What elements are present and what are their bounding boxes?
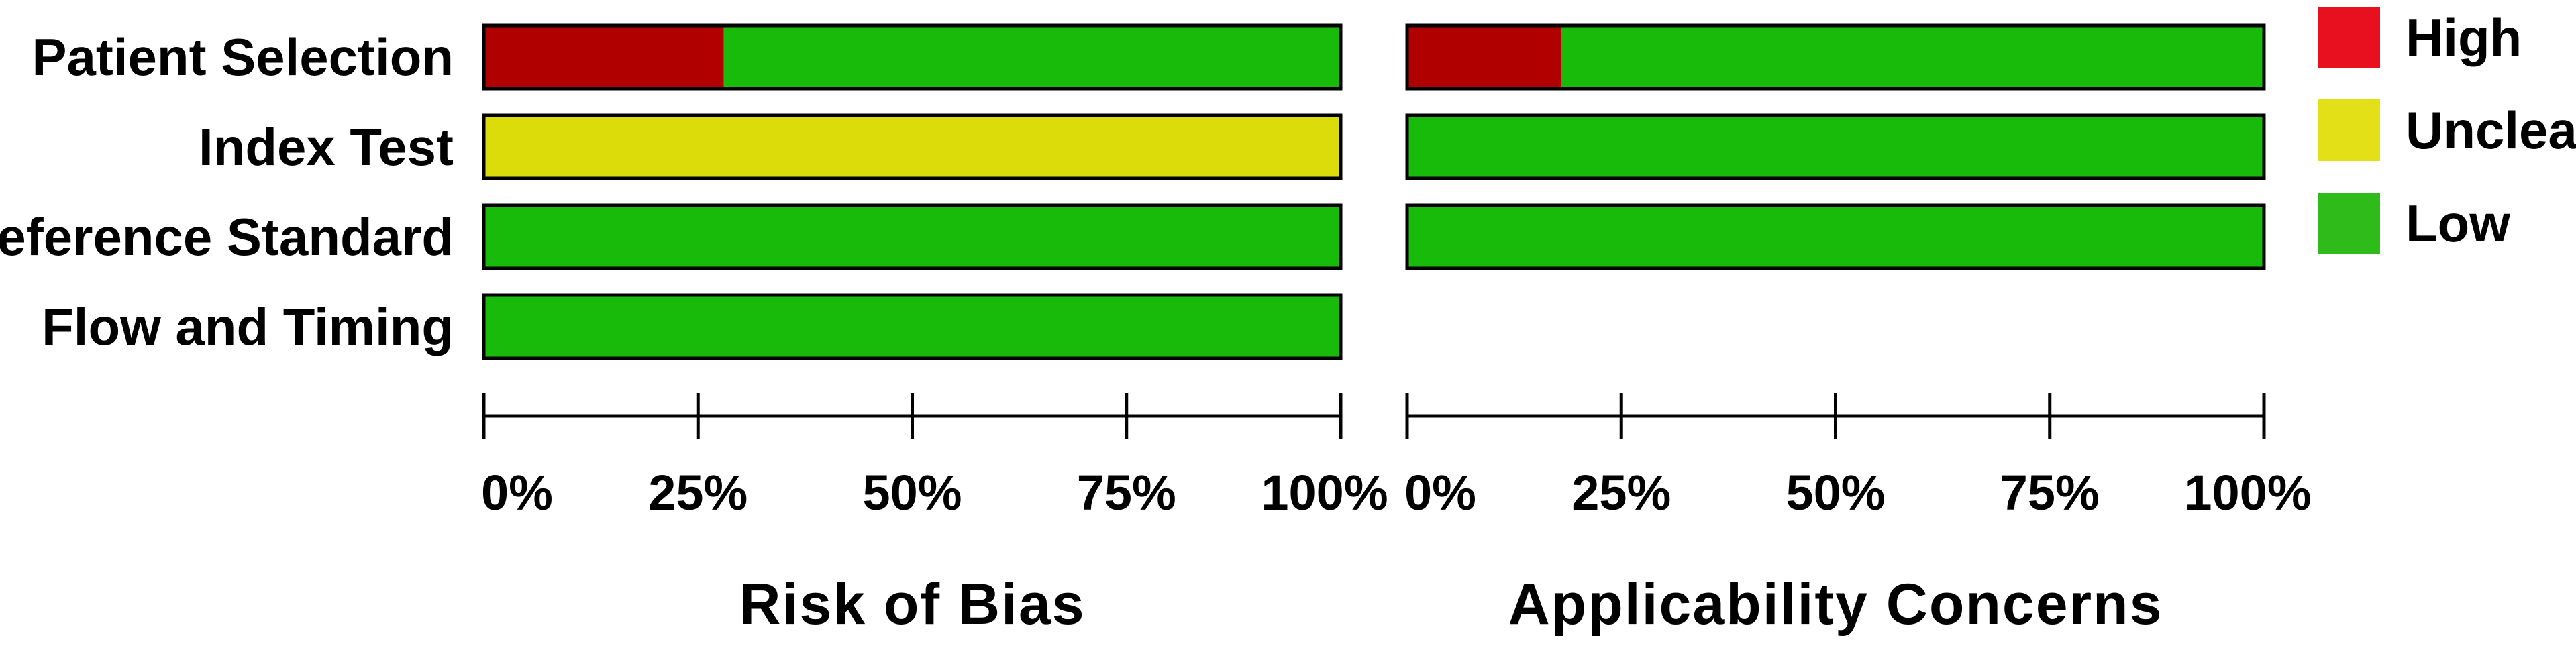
bar-segment-risk-of-bias-index-test-unclear [484,115,1341,178]
axes: 0% 25% 50% 75% 100% 0% 25% 50% 75% 100% [481,393,2312,521]
legend: High Unclear Low [2318,7,2576,254]
x-tick-label-risk-of-bias-4: 100% [1261,465,1388,521]
x-tick-label-risk-of-bias-1: 25% [648,465,748,521]
legend-swatch-low [2318,193,2380,254]
bars [482,23,2266,360]
x-tick-label-applicability-concerns-0: 0% [1404,465,1476,521]
legend-label-low: Low [2406,194,2510,253]
legend-label-high: High [2406,8,2522,67]
category-labels: Patient Selection Index Test Reference Sta… [0,28,454,356]
x-tick-label-applicability-concerns-1: 25% [1572,465,1671,521]
legend-swatch-high [2318,7,2380,68]
bar-segment-applicability-concerns-reference-standard-low [1407,205,2264,268]
bar-segment-risk-of-bias-flow-and-timing-low [484,295,1341,358]
x-tick-label-risk-of-bias-2: 50% [862,465,962,521]
bar-segment-risk-of-bias-patient-selection-high [484,25,724,89]
category-label-index-test: Index Test [199,117,454,176]
bar-outline-risk-of-bias-flow-and-timing [482,293,1343,360]
x-tick-label-risk-of-bias-3: 75% [1077,465,1176,521]
panel-titles: Risk of Bias Applicability Concerns [739,572,2163,637]
legend-label-unclear: Unclear [2406,101,2576,160]
bar-outline-applicability-concerns-index-test [1405,113,2266,180]
x-tick-label-applicability-concerns-3: 75% [2000,465,2100,521]
panel-title-applicability-concerns: Applicability Concerns [1508,572,2163,637]
bar-segment-applicability-concerns-patient-selection-high [1407,25,1561,89]
legend-swatch-unclear [2318,99,2380,161]
x-tick-label-applicability-concerns-2: 50% [1786,465,1885,521]
bar-segment-risk-of-bias-patient-selection-low [723,25,1341,89]
bar-outline-applicability-concerns-reference-standard [1405,203,2266,270]
category-label-reference-standard: Reference Standard [0,207,454,266]
bar-outline-risk-of-bias-patient-selection [482,23,1343,91]
bar-outline-risk-of-bias-index-test [482,113,1343,180]
category-label-flow-and-timing: Flow and Timing [42,297,454,356]
x-tick-label-risk-of-bias-0: 0% [481,465,553,521]
x-tick-label-applicability-concerns-4: 100% [2184,465,2311,521]
category-label-patient-selection: Patient Selection [32,28,454,87]
bar-segment-applicability-concerns-patient-selection-low [1561,25,2264,89]
bar-segment-applicability-concerns-index-test-low [1407,115,2264,178]
bar-segment-risk-of-bias-reference-standard-low [484,205,1341,268]
bar-outline-risk-of-bias-reference-standard [482,203,1343,270]
panel-title-risk-of-bias: Risk of Bias [739,572,1085,637]
bar-outline-applicability-concerns-patient-selection [1405,23,2266,91]
